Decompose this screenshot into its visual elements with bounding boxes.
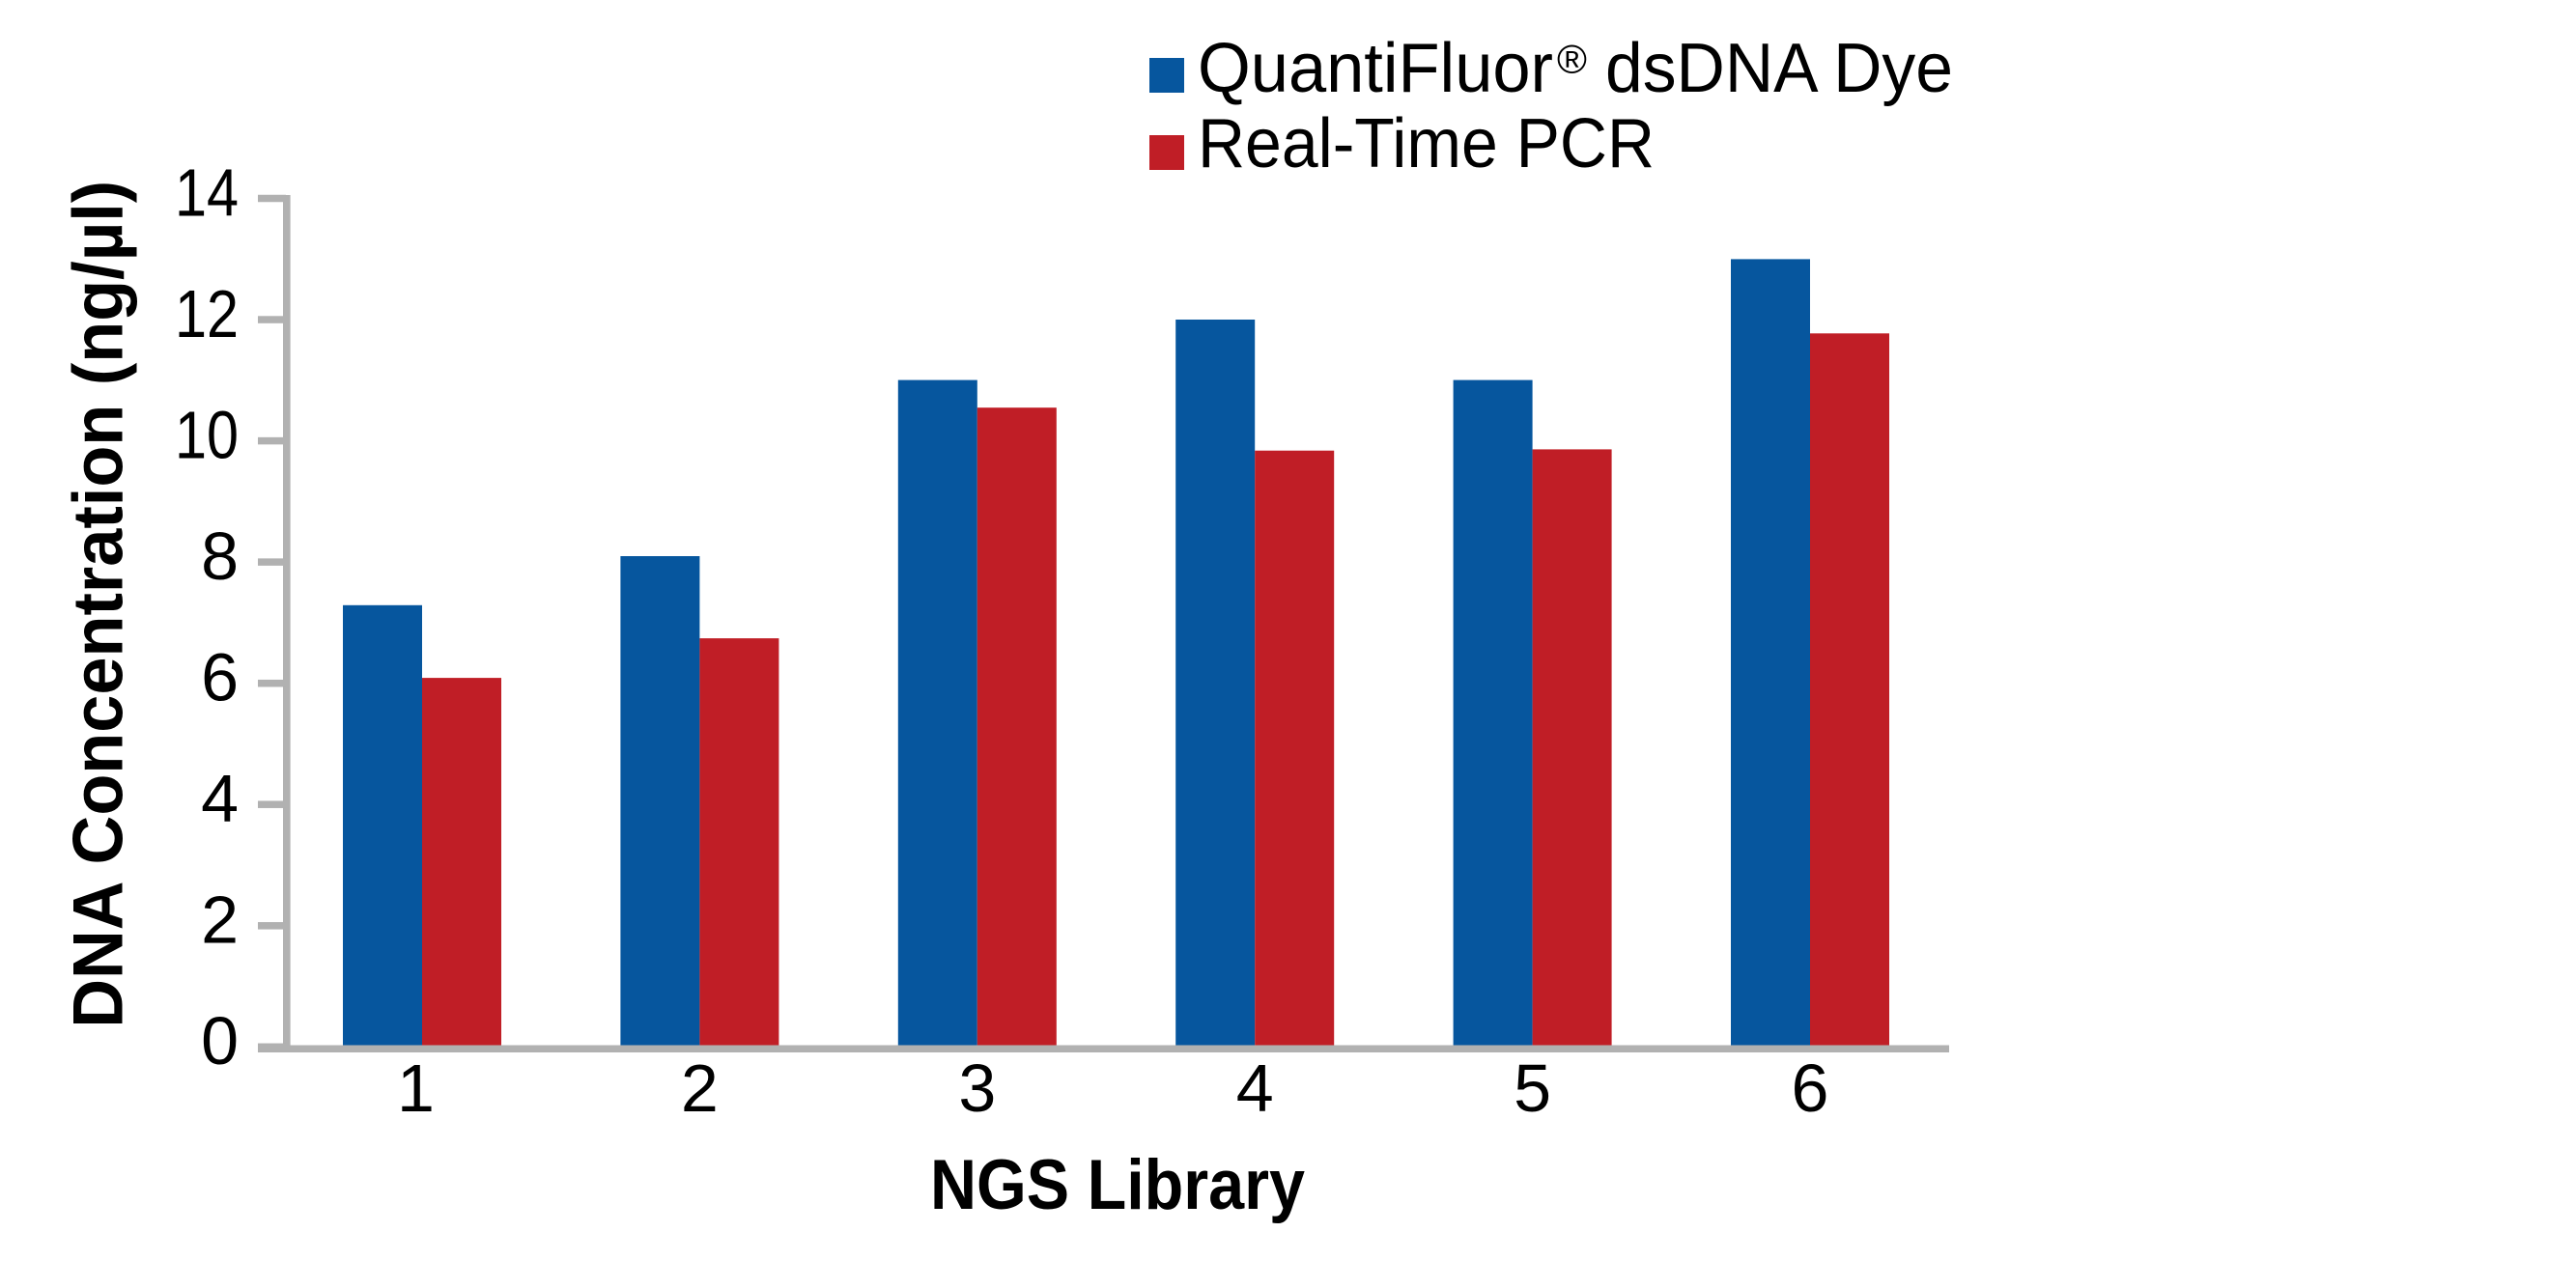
svg-text:2: 2 <box>681 1050 719 1126</box>
svg-text:1: 1 <box>397 1050 435 1126</box>
svg-text:14: 14 <box>175 154 239 230</box>
svg-text:®: ® <box>1557 37 1587 82</box>
svg-text:QuantiFluor: QuantiFluor <box>1198 30 1553 107</box>
svg-text:0: 0 <box>201 1003 239 1078</box>
svg-text:Real-Time PCR: Real-Time PCR <box>1198 105 1655 182</box>
svg-text:NGS Library: NGS Library <box>930 1146 1305 1224</box>
svg-text:6: 6 <box>1792 1050 1829 1126</box>
svg-text:12: 12 <box>175 276 239 351</box>
svg-text:3: 3 <box>958 1050 996 1126</box>
svg-text:10: 10 <box>175 397 239 472</box>
svg-text:DNA Concentration (ng/µl): DNA Concentration (ng/µl) <box>59 181 137 1028</box>
svg-text:4: 4 <box>201 761 239 836</box>
svg-text:5: 5 <box>1514 1050 1551 1126</box>
svg-text:6: 6 <box>201 640 239 715</box>
svg-text:dsDNA Dye: dsDNA Dye <box>1605 30 1953 107</box>
svg-text:4: 4 <box>1236 1050 1274 1126</box>
svg-text:2: 2 <box>201 882 239 958</box>
svg-text:8: 8 <box>201 518 239 594</box>
